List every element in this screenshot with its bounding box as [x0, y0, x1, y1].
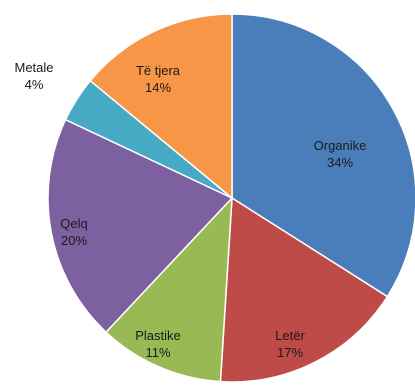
pie-slice-t-tjera: [89, 13, 233, 200]
slice-value-label: 20%: [61, 233, 87, 248]
slice-value-label: 34%: [327, 155, 353, 170]
slice-label-plastike: Plastike 11%: [135, 328, 181, 360]
pie-slice-let-r: [219, 196, 389, 383]
pie-labels: Organike 34% Letër 17% Plastike 11% Qelq 20% Met…: [14, 60, 366, 360]
slice-category-label: Letër: [275, 328, 305, 343]
pie-slice-plastike: [104, 195, 233, 383]
slice-value-label: 11%: [145, 345, 170, 360]
slice-label-metale: Metale 4%: [14, 60, 53, 92]
slice-category-label: Metale: [14, 60, 53, 75]
slice-value-label: 14%: [145, 80, 171, 95]
slice-label-let-r: Letër 17%: [275, 328, 305, 360]
slice-label-t-tjera: Të tjera 14%: [136, 63, 181, 95]
slice-label-organike: Organike 34%: [314, 138, 367, 170]
pie-slice-organike: [231, 13, 415, 298]
slice-category-label: Të tjera: [136, 63, 181, 78]
pie-slices: [47, 13, 415, 383]
slice-category-label: Plastike: [135, 328, 181, 343]
slice-category-label: Qelq: [60, 216, 87, 231]
pie-slice-qelq: [47, 118, 234, 334]
slice-category-label: Organike: [314, 138, 367, 153]
slice-label-qelq: Qelq 20%: [60, 216, 87, 248]
slice-value-label: 4%: [25, 77, 44, 92]
slice-value-label: 17%: [277, 345, 303, 360]
